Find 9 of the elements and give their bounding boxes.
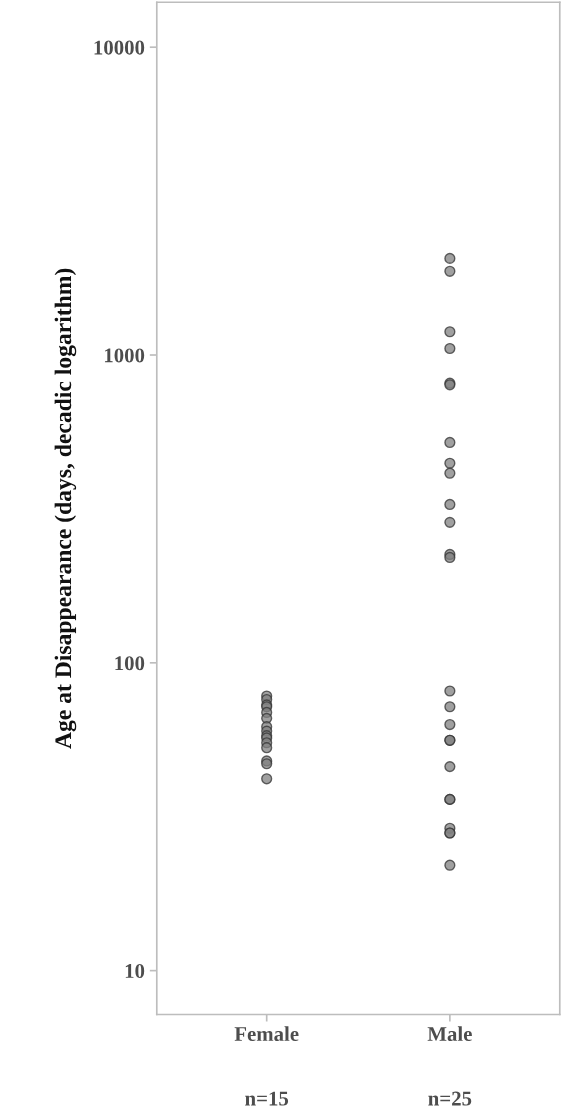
y-axis-title: Age at Disappearance (days, decadic logarithm) (54, 268, 77, 749)
text: n=25 (428, 1091, 472, 1106)
x-tick-label: Male (427, 1026, 472, 1042)
y-tick-label: 100 (115, 656, 145, 671)
x-tick-label: Female (234, 1026, 299, 1042)
y-tick-label: 1000 (104, 348, 145, 363)
text: n=15 (245, 1091, 289, 1106)
y-tick-label: 10000 (94, 40, 145, 55)
y-tick-label: 10 (125, 964, 145, 979)
